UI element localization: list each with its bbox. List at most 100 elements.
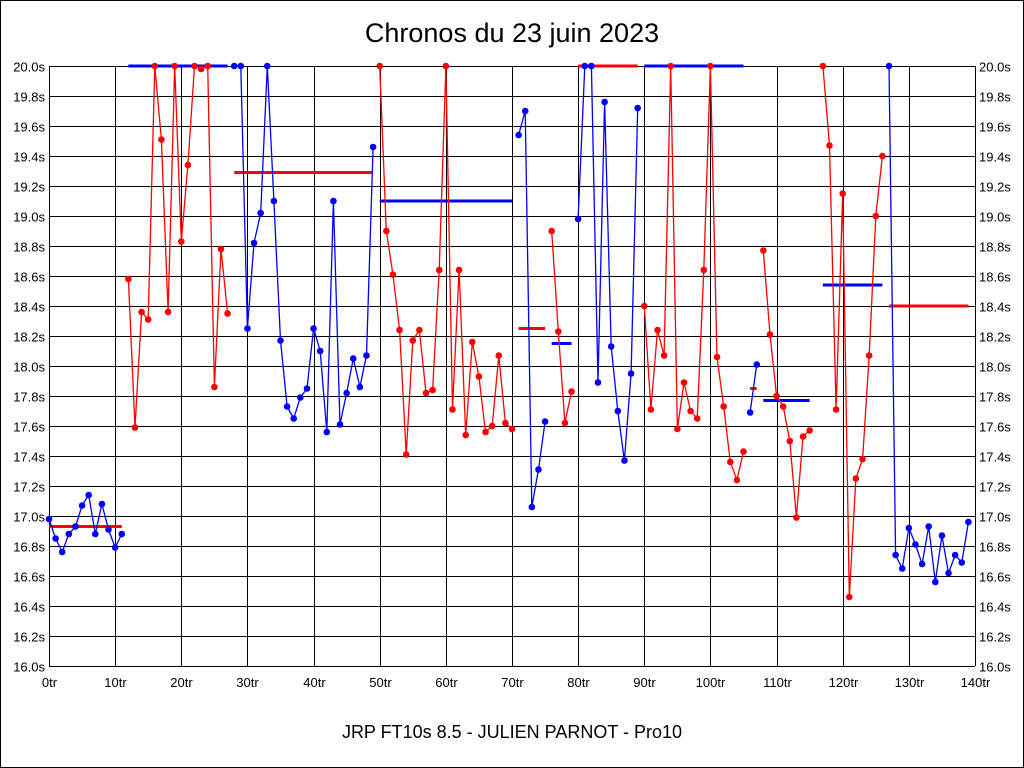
- data-point: [508, 425, 516, 433]
- data-point: [707, 62, 714, 70]
- data-point: [58, 548, 66, 556]
- data-point: [125, 275, 132, 283]
- data-point: [925, 523, 932, 530]
- y-tick-label-left: 17.8s: [13, 390, 45, 405]
- data-point: [78, 502, 86, 509]
- data-point: [951, 551, 959, 559]
- data-point: [826, 142, 833, 149]
- y-tick-label-left: 17.4s: [13, 450, 45, 465]
- y-tick-label-right: 19.0s: [979, 210, 1011, 225]
- data-point: [455, 266, 463, 274]
- data-point: [515, 131, 522, 139]
- data-point: [323, 428, 331, 436]
- data-point: [733, 476, 741, 484]
- data-point: [98, 500, 106, 508]
- data-point: [422, 389, 430, 397]
- y-tick-label-right: 19.4s: [979, 150, 1011, 165]
- data-point: [640, 302, 648, 310]
- data-point: [263, 62, 271, 70]
- data-point: [197, 65, 205, 73]
- data-point: [535, 466, 542, 473]
- data-point: [905, 524, 913, 532]
- data-point: [700, 266, 708, 274]
- y-tick-label-right: 18.8s: [979, 240, 1011, 255]
- y-tick-label-left: 16.8s: [13, 540, 45, 555]
- y-tick-label-left: 16.4s: [13, 600, 45, 615]
- data-point: [131, 424, 139, 431]
- y-tick-label-left: 17.2s: [13, 480, 45, 495]
- x-tick-label: 120tr: [829, 675, 859, 690]
- data-point: [105, 526, 112, 533]
- y-tick-label-right: 19.8s: [979, 90, 1011, 105]
- data-point: [760, 247, 767, 254]
- series-line: [888, 65, 970, 583]
- data-point: [680, 379, 688, 386]
- data-point: [204, 62, 212, 70]
- y-tick-label-left: 19.2s: [13, 180, 45, 195]
- data-point: [667, 62, 675, 70]
- data-point: [184, 161, 192, 169]
- data-point: [945, 569, 952, 577]
- data-point: [839, 190, 847, 197]
- data-point: [111, 544, 119, 551]
- data-point: [171, 62, 178, 70]
- data-point: [316, 347, 324, 355]
- data-point: [402, 451, 410, 458]
- data-point: [588, 62, 595, 70]
- data-point: [343, 389, 350, 397]
- data-point: [330, 197, 337, 205]
- series-line: [822, 65, 884, 598]
- data-point: [277, 337, 284, 344]
- data-point: [250, 239, 258, 247]
- data-point: [449, 406, 456, 413]
- x-tick-label: 130tr: [895, 675, 925, 690]
- y-tick-label-right: 19.6s: [979, 120, 1011, 135]
- data-point: [898, 565, 906, 572]
- series-line: [234, 65, 374, 433]
- data-point: [158, 136, 165, 143]
- data-point: [654, 326, 661, 334]
- data-point: [561, 419, 569, 427]
- data-point: [409, 337, 417, 344]
- data-point: [958, 559, 966, 566]
- y-tick-label-left: 19.0s: [13, 210, 45, 225]
- y-tick-label-left: 17.0s: [13, 510, 45, 525]
- x-tick-label: 20tr: [170, 675, 193, 690]
- data-point: [297, 394, 304, 401]
- data-point: [383, 227, 390, 235]
- data-point: [217, 245, 225, 253]
- data-point: [548, 227, 555, 235]
- y-tick-label-right: 17.2s: [979, 480, 1011, 495]
- data-point: [687, 407, 694, 415]
- y-tick-label-right: 18.6s: [979, 270, 1011, 285]
- data-point: [356, 383, 364, 391]
- x-tick-label: 90tr: [633, 675, 656, 690]
- y-tick-label-left: 16.2s: [13, 630, 45, 645]
- data-point: [138, 308, 145, 316]
- y-tick-label-left: 16.6s: [13, 570, 45, 585]
- data-point: [892, 551, 899, 559]
- data-point: [72, 523, 79, 530]
- data-point: [369, 143, 377, 151]
- data-point: [555, 328, 562, 335]
- y-tick-label-right: 17.0s: [979, 510, 1011, 525]
- data-point: [713, 353, 721, 361]
- x-tick-label: 50tr: [369, 675, 392, 690]
- data-point: [244, 325, 251, 332]
- data-point: [720, 403, 727, 410]
- data-point: [607, 343, 615, 350]
- data-point: [872, 212, 880, 220]
- data-point: [151, 62, 159, 70]
- x-tick-label: 0tr: [42, 675, 58, 690]
- data-point: [435, 266, 443, 274]
- data-point: [303, 385, 311, 392]
- data-point: [349, 355, 357, 362]
- data-point: [793, 514, 800, 521]
- data-point: [65, 530, 73, 538]
- series-line: [127, 64, 229, 428]
- data-point: [574, 215, 582, 223]
- data-point: [363, 352, 370, 359]
- data-point: [568, 388, 575, 395]
- data-point: [502, 419, 509, 427]
